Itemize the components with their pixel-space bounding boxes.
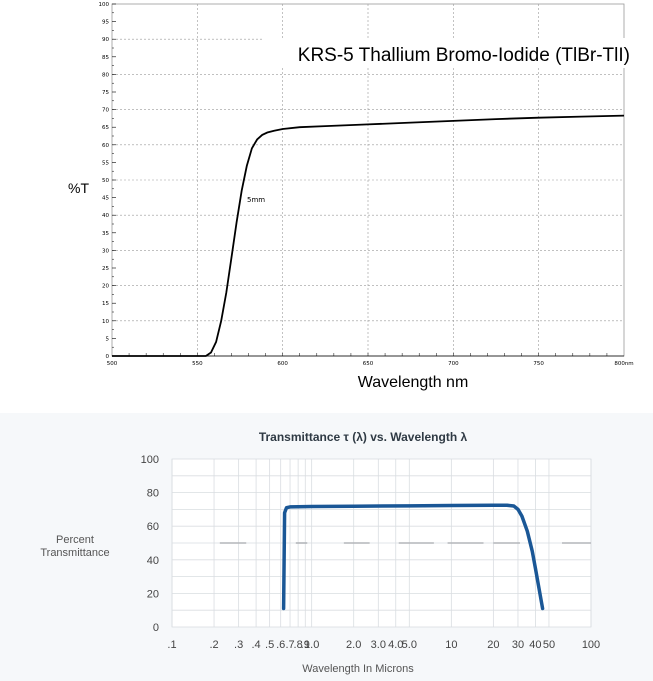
chart1-x-tick-label: 750: [533, 361, 544, 367]
chart1-y-tick-label: 90: [102, 37, 109, 43]
chart1-label-backdrop: [246, 194, 270, 204]
chart1-y-tick-label: 10: [102, 319, 109, 325]
chart2-y-tick-label: 40: [147, 555, 159, 567]
chart2-x-tick-label: .8: [294, 639, 303, 651]
chart2-y-tick-label: 80: [147, 488, 159, 500]
krs5-nm-chart: 0 5 10 15 20 25 30 35 40 45 50 55 60 65 70 75 80 85 90 95 10…: [68, 2, 634, 391]
chart1-y-tick-label: 5: [106, 336, 110, 342]
chart1-y-tick-label: 40: [102, 213, 109, 219]
chart1-y-tick-label: 0: [106, 354, 110, 360]
chart2-x-tick-label: .3: [234, 639, 243, 651]
chart1-y-tick-label: 85: [102, 55, 109, 61]
chart1-y-ticks: 0 5 10 15 20 25 30 35 40 45 50 55 60 65 70 75 80 85 90 95 10…: [99, 2, 116, 360]
chart2-x-tick-label: .7: [285, 639, 294, 651]
chart1-y-tick-label: 35: [102, 231, 109, 237]
chart2-x-tick-label: 5.0: [402, 639, 417, 651]
chart1-series-line-5mm: [112, 114, 625, 357]
chart1-series-label: 5mm: [247, 196, 265, 204]
chart1-y-tick-label: 15: [102, 301, 109, 307]
chart2-x-tick-label: 10: [445, 639, 457, 651]
chart2-x-tick-label: 2.0: [346, 639, 361, 651]
chart2-y-tick-label: 20: [147, 588, 159, 600]
chart2-y-tick-label: 60: [147, 521, 159, 533]
chart2-x-tick-label: .9: [301, 639, 310, 651]
chart1-x-tick-label: 700: [448, 361, 459, 367]
chart2-x-tick-label: 50: [543, 639, 555, 651]
chart2-y-tick-label: 0: [153, 622, 159, 634]
chart2-x-axis-label: Wavelength In Microns: [302, 663, 414, 675]
chart2-y-axis-label-line1: Percent: [56, 534, 94, 546]
chart2-y-tick-label: 100: [141, 454, 159, 466]
chart1-y-tick-label: 55: [102, 160, 109, 166]
chart2-title: Transmittance τ (λ) vs. Wavelength λ: [259, 430, 468, 444]
chart1-x-tick-label: 550: [192, 361, 203, 367]
chart1-y-tick-label: 70: [102, 108, 109, 114]
chart1-y-tick-label: 80: [102, 72, 109, 78]
chart2-x-tick-label: 100: [582, 639, 600, 651]
chart1-y-tick-label: 100: [99, 2, 110, 8]
chart1-title-backdrop: [262, 38, 634, 68]
chart1-y-tick-label: 60: [102, 143, 109, 149]
chart2-x-tick-label: .6: [276, 639, 285, 651]
chart2-x-tick-label: .4: [251, 639, 260, 651]
chart1-x-tick-label: 800nm: [614, 361, 633, 367]
chart1-x-axis-label: Wavelength nm: [358, 374, 469, 391]
chart2-x-tick-label: .2: [209, 639, 218, 651]
chart1-y-tick-label: 50: [102, 178, 109, 184]
chart2-x-tick-label: 4.0: [388, 639, 403, 651]
chart1-y-tick-label: 25: [102, 266, 109, 272]
chart2-x-tick-label: 40: [529, 639, 541, 651]
chart2-y-axis-label-line2: Transmittance: [40, 547, 109, 559]
chart2-x-tick-label: 30: [512, 639, 524, 651]
krs5-microns-chart: Transmittance τ (λ) vs. Wavelength λ 0 20…: [0, 413, 653, 681]
chart1-y-axis-label: %T: [68, 180, 89, 196]
chart1-x-tick-label: 650: [363, 361, 374, 367]
chart2-x-ticks: .1 .2 .3 .4 .5.6.7.8.91.0 2.0 3.0 4.05.0 10 20 30 4…: [167, 639, 600, 651]
chart1-x-tick-label: 500: [107, 361, 118, 367]
chart1-y-tick-label: 45: [102, 196, 109, 202]
chart2-y-ticks: 0 20 40 60 80 100: [141, 454, 159, 634]
chart1-y-tick-label: 30: [102, 248, 109, 254]
chart2-x-tick-label: .5: [265, 639, 274, 651]
chart1-title: KRS-5 Thallium Bromo-Iodide (TlBr-TlI): [298, 45, 630, 66]
chart1-x-tick-label: 600: [277, 361, 288, 367]
chart1-y-tick-label: 95: [102, 20, 109, 26]
chart1-grid: [112, 4, 624, 356]
chart2-x-tick-label: 20: [487, 639, 499, 651]
chart2-x-tick-label: .1: [167, 639, 176, 651]
chart1-y-tick-label: 65: [102, 125, 109, 131]
chart1-y-tick-label: 20: [102, 284, 109, 290]
chart1-y-tick-label: 75: [102, 90, 109, 96]
chart2-x-tick-label: 3.0: [371, 639, 386, 651]
chart2-series-line: [281, 503, 545, 611]
chart2-x-tick-label: 1.0: [304, 639, 319, 651]
